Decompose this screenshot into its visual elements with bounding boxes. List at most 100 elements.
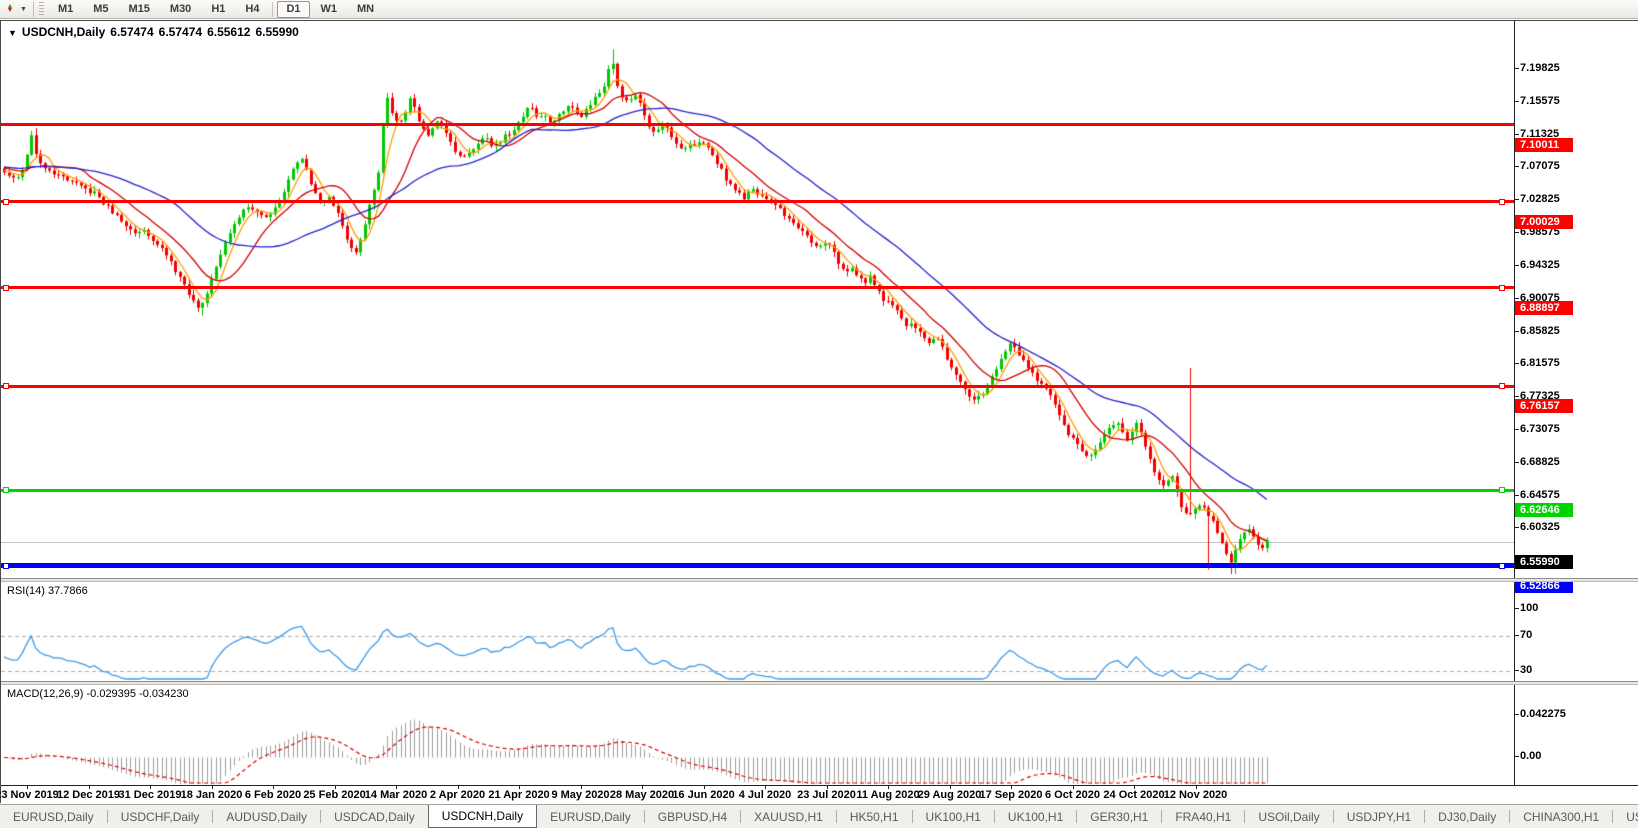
timeframe-button-w1[interactable]: W1 (320, 2, 338, 15)
price-tick-mark (1515, 527, 1519, 529)
chart-tab-uk100-h1[interactable]: UK100,H1 (1007, 809, 1064, 824)
line-handle[interactable] (1499, 383, 1505, 390)
level-price-label: 6.52866 (1515, 578, 1573, 593)
line-handle[interactable] (3, 487, 9, 494)
timeframe-button-mn[interactable]: MN (357, 2, 375, 15)
timeframe-button-m1[interactable]: M1 (57, 2, 74, 15)
price-axis-border (1514, 21, 1515, 785)
horizontal-line-6.52866[interactable] (1, 563, 1514, 569)
price-panel[interactable]: ▼ USDCNH,Daily 6.57474 6.57474 6.55612 6.5599… (1, 21, 1514, 578)
line-handle[interactable] (3, 198, 9, 205)
price-tick-label: 6.81575 (1515, 357, 1560, 369)
chart-tab-usdcnh-daily[interactable]: USDCNH,Daily (427, 805, 538, 828)
tab-separator (993, 810, 995, 823)
timeframe-button-h1[interactable]: H1 (211, 2, 226, 15)
date-tick-mark (949, 786, 951, 789)
rsi-canvas[interactable] (1, 582, 1514, 681)
tabs-holder: EURUSD,Daily USDCHF,Daily AUDUSD,Daily USDC… (0, 805, 1638, 828)
chart-tab-eurusd-daily[interactable]: EURUSD,Daily (13, 809, 94, 824)
price-tick-mark (1515, 494, 1519, 496)
chart-tab-audusd-daily[interactable]: AUDUSD,Daily (226, 809, 308, 824)
chart-tab-usdjpy-h1[interactable]: USDJPY,H1 (1346, 809, 1412, 824)
chart-tab-uk100-h1[interactable]: UK100,H1 (925, 809, 981, 824)
date-tick-mark (457, 786, 459, 789)
price-tick-mark (1515, 297, 1519, 299)
price-tick-mark (1515, 199, 1519, 201)
panel-splitter[interactable] (1, 681, 1638, 685)
chart-tab-usoil-daily[interactable]: USOil,Daily (1258, 809, 1320, 824)
date-tick-mark (211, 786, 213, 789)
line-handle[interactable] (3, 383, 9, 390)
price-tick-label: 6.85825 (1515, 325, 1560, 337)
date-tick-mark (826, 786, 828, 789)
level-price-label: 7.00029 (1515, 214, 1573, 229)
price-axis[interactable]: 7.19825 7.15575 7.11325 7.07075 7.02825 6.985… (1515, 21, 1638, 599)
chart-tab-hk50-h1[interactable]: HK50,H1 (849, 809, 899, 824)
macd-tick-mark (1515, 756, 1519, 757)
date-label: 21 Apr 2020 (488, 789, 550, 801)
date-tick-mark (1134, 786, 1135, 789)
line-handle[interactable] (1499, 562, 1505, 569)
timeframe-button-d1[interactable]: D1 (277, 0, 310, 18)
symbol-period-label: USDCNH,Daily (21, 25, 106, 39)
price-chart-canvas[interactable] (1, 21, 1514, 578)
date-label: 18 Jan 2020 (180, 789, 243, 801)
date-tick-mark (273, 786, 274, 789)
timeframe-button-m15[interactable]: M15 (128, 2, 150, 15)
line-handle[interactable] (3, 562, 9, 569)
date-label: 6 Oct 2020 (1044, 789, 1101, 801)
chart-tab-ger30-h1[interactable]: GER30,H1 (1090, 809, 1149, 824)
horizontal-line-7.00029[interactable] (1, 200, 1514, 204)
chart-title-caret[interactable]: ▼ (8, 28, 17, 38)
horizontal-line-6.88897[interactable] (1, 286, 1514, 290)
cursor-tool-icon[interactable]: ▲ ▼ (1, 2, 19, 17)
timeframe-button-m5[interactable]: M5 (93, 2, 109, 15)
price-tick-mark (1515, 363, 1519, 365)
price-tick-label: 6.94325 (1515, 259, 1560, 271)
chart-tab-eurusd-daily[interactable]: EURUSD,Daily (550, 809, 631, 824)
macd-tick-mark (1515, 713, 1519, 715)
chart-tab-dj30-daily[interactable]: DJ30,Daily (1438, 809, 1497, 824)
level-price-label: 7.10011 (1515, 137, 1573, 152)
horizontal-line-6.62646[interactable] (1, 488, 1514, 492)
date-axis[interactable]: 23 Nov 2019 12 Dec 2019 31 Dec 2019 18 Jan … (0, 785, 1638, 804)
date-label: 23 Nov 2019 (0, 789, 59, 801)
chart-tab-china300-h1[interactable]: CHINA300,H1 (1523, 809, 1600, 824)
date-label: 11 Aug 2020 (856, 789, 920, 801)
date-label: 24 Oct 2020 (1103, 789, 1165, 801)
line-handle[interactable] (1499, 487, 1505, 494)
chart-tab-usdchf-daily[interactable]: USDCHF,Daily (120, 809, 200, 824)
line-handle[interactable] (1499, 284, 1505, 291)
line-handle[interactable] (3, 284, 9, 291)
line-handle[interactable] (1499, 198, 1505, 205)
panel-splitter[interactable] (1, 578, 1638, 582)
chart-tab-xauusd-h1[interactable]: XAUUSD,H1 (754, 809, 823, 824)
chart-tab-usoil-h1[interactable]: USOil,H1 (1626, 809, 1638, 824)
tab-separator (1244, 810, 1246, 823)
price-tick-label: 7.11325 (1515, 128, 1559, 140)
date-tick-mark (642, 786, 643, 789)
macd-canvas[interactable] (1, 685, 1514, 785)
date-tick-mark (150, 786, 151, 789)
timeframe-button-m30[interactable]: M30 (169, 2, 192, 15)
tab-separator (212, 810, 214, 823)
timeframe-toolbar: ▲ ▼ ▼ M1 M5 M15 M30 H1 H4 D1 W1 MN (0, 0, 1638, 19)
horizontal-line-7.10011[interactable] (1, 123, 1514, 127)
timeframe-button-h4[interactable]: H4 (245, 2, 260, 15)
price-tick-label: 7.15575 (1515, 95, 1560, 107)
horizontal-line-6.76157[interactable] (1, 384, 1514, 388)
price-arrows-icon: ▲ ▼ (6, 3, 14, 14)
price-tick-mark (1515, 461, 1519, 463)
chart-tab-fra40-h1[interactable]: FRA40,H1 (1175, 809, 1232, 824)
chart-tab-usdcad-daily[interactable]: USDCAD,Daily (334, 809, 415, 824)
rsi-panel[interactable]: RSI(14) 37.7866 (1, 582, 1514, 681)
tab-separator (911, 810, 913, 823)
date-label: 9 May 2020 (551, 789, 610, 801)
tool-dropdown-caret[interactable]: ▼ (20, 5, 27, 13)
macd-panel[interactable]: MACD(12,26,9) -0.029395 -0.034230 (1, 685, 1514, 785)
tab-separator (740, 810, 742, 823)
toolbar-grip[interactable] (38, 2, 44, 16)
chart-tab-gbpusd-h4[interactable]: GBPUSD,H4 (657, 809, 728, 824)
